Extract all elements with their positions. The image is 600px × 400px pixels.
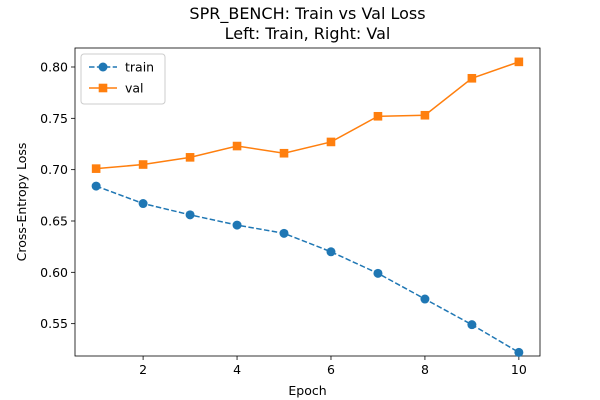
data-point-val — [185, 153, 195, 162]
series-line-val — [96, 61, 520, 170]
x-tick-label: 10 — [511, 362, 527, 377]
data-point-train — [279, 228, 289, 238]
legend-label-val: val — [125, 81, 144, 96]
x-axis-label: Epoch — [288, 383, 326, 398]
x-tick-label: 2 — [139, 362, 147, 377]
data-point-train — [467, 320, 477, 330]
data-point-val — [467, 73, 477, 83]
x-tick-label: 8 — [421, 362, 429, 377]
data-point-val — [91, 164, 101, 173]
x-tick-label: 4 — [233, 362, 241, 377]
axes-frame — [74, 47, 541, 357]
y-tick-label: 0.60 — [40, 265, 68, 280]
data-point-train — [420, 294, 430, 304]
data-point-val — [420, 110, 430, 120]
legend-marker-val — [98, 83, 108, 93]
data-point-val — [138, 160, 148, 169]
data-point-val — [279, 148, 289, 158]
y-tick-label: 0.75 — [40, 111, 68, 126]
y-tick-label: 0.65 — [40, 213, 68, 228]
chart-title-line1: SPR_BENCH: Train vs Val Loss — [189, 4, 425, 24]
data-point-val — [373, 111, 383, 121]
y-tick-label: 0.55 — [40, 316, 68, 331]
data-point-train — [326, 247, 336, 257]
y-axis-label: Cross-Entropy Loss — [14, 143, 29, 262]
y-tick-label: 0.70 — [40, 162, 68, 177]
chart-title-line2: Left: Train, Right: Val — [225, 24, 391, 43]
data-point-train — [138, 199, 148, 209]
data-point-train — [514, 347, 524, 357]
data-point-train — [185, 210, 195, 220]
y-tick-label: 0.80 — [40, 59, 68, 74]
data-point-train — [373, 268, 383, 278]
legend: train val — [80, 53, 166, 105]
x-tick-label: 6 — [327, 362, 335, 377]
data-point-val — [514, 57, 524, 67]
legend-label-train: train — [125, 60, 154, 75]
data-point-train — [91, 181, 101, 191]
data-point-val — [326, 137, 336, 147]
series-line-train — [95, 185, 520, 354]
plot-area: 2 4 6 8 10 0.55 0.60 0.65 0.70 0.75 0.80 — [40, 47, 541, 377]
legend-marker-train — [98, 62, 108, 72]
data-point-val — [232, 141, 242, 151]
data-point-train — [232, 220, 242, 230]
